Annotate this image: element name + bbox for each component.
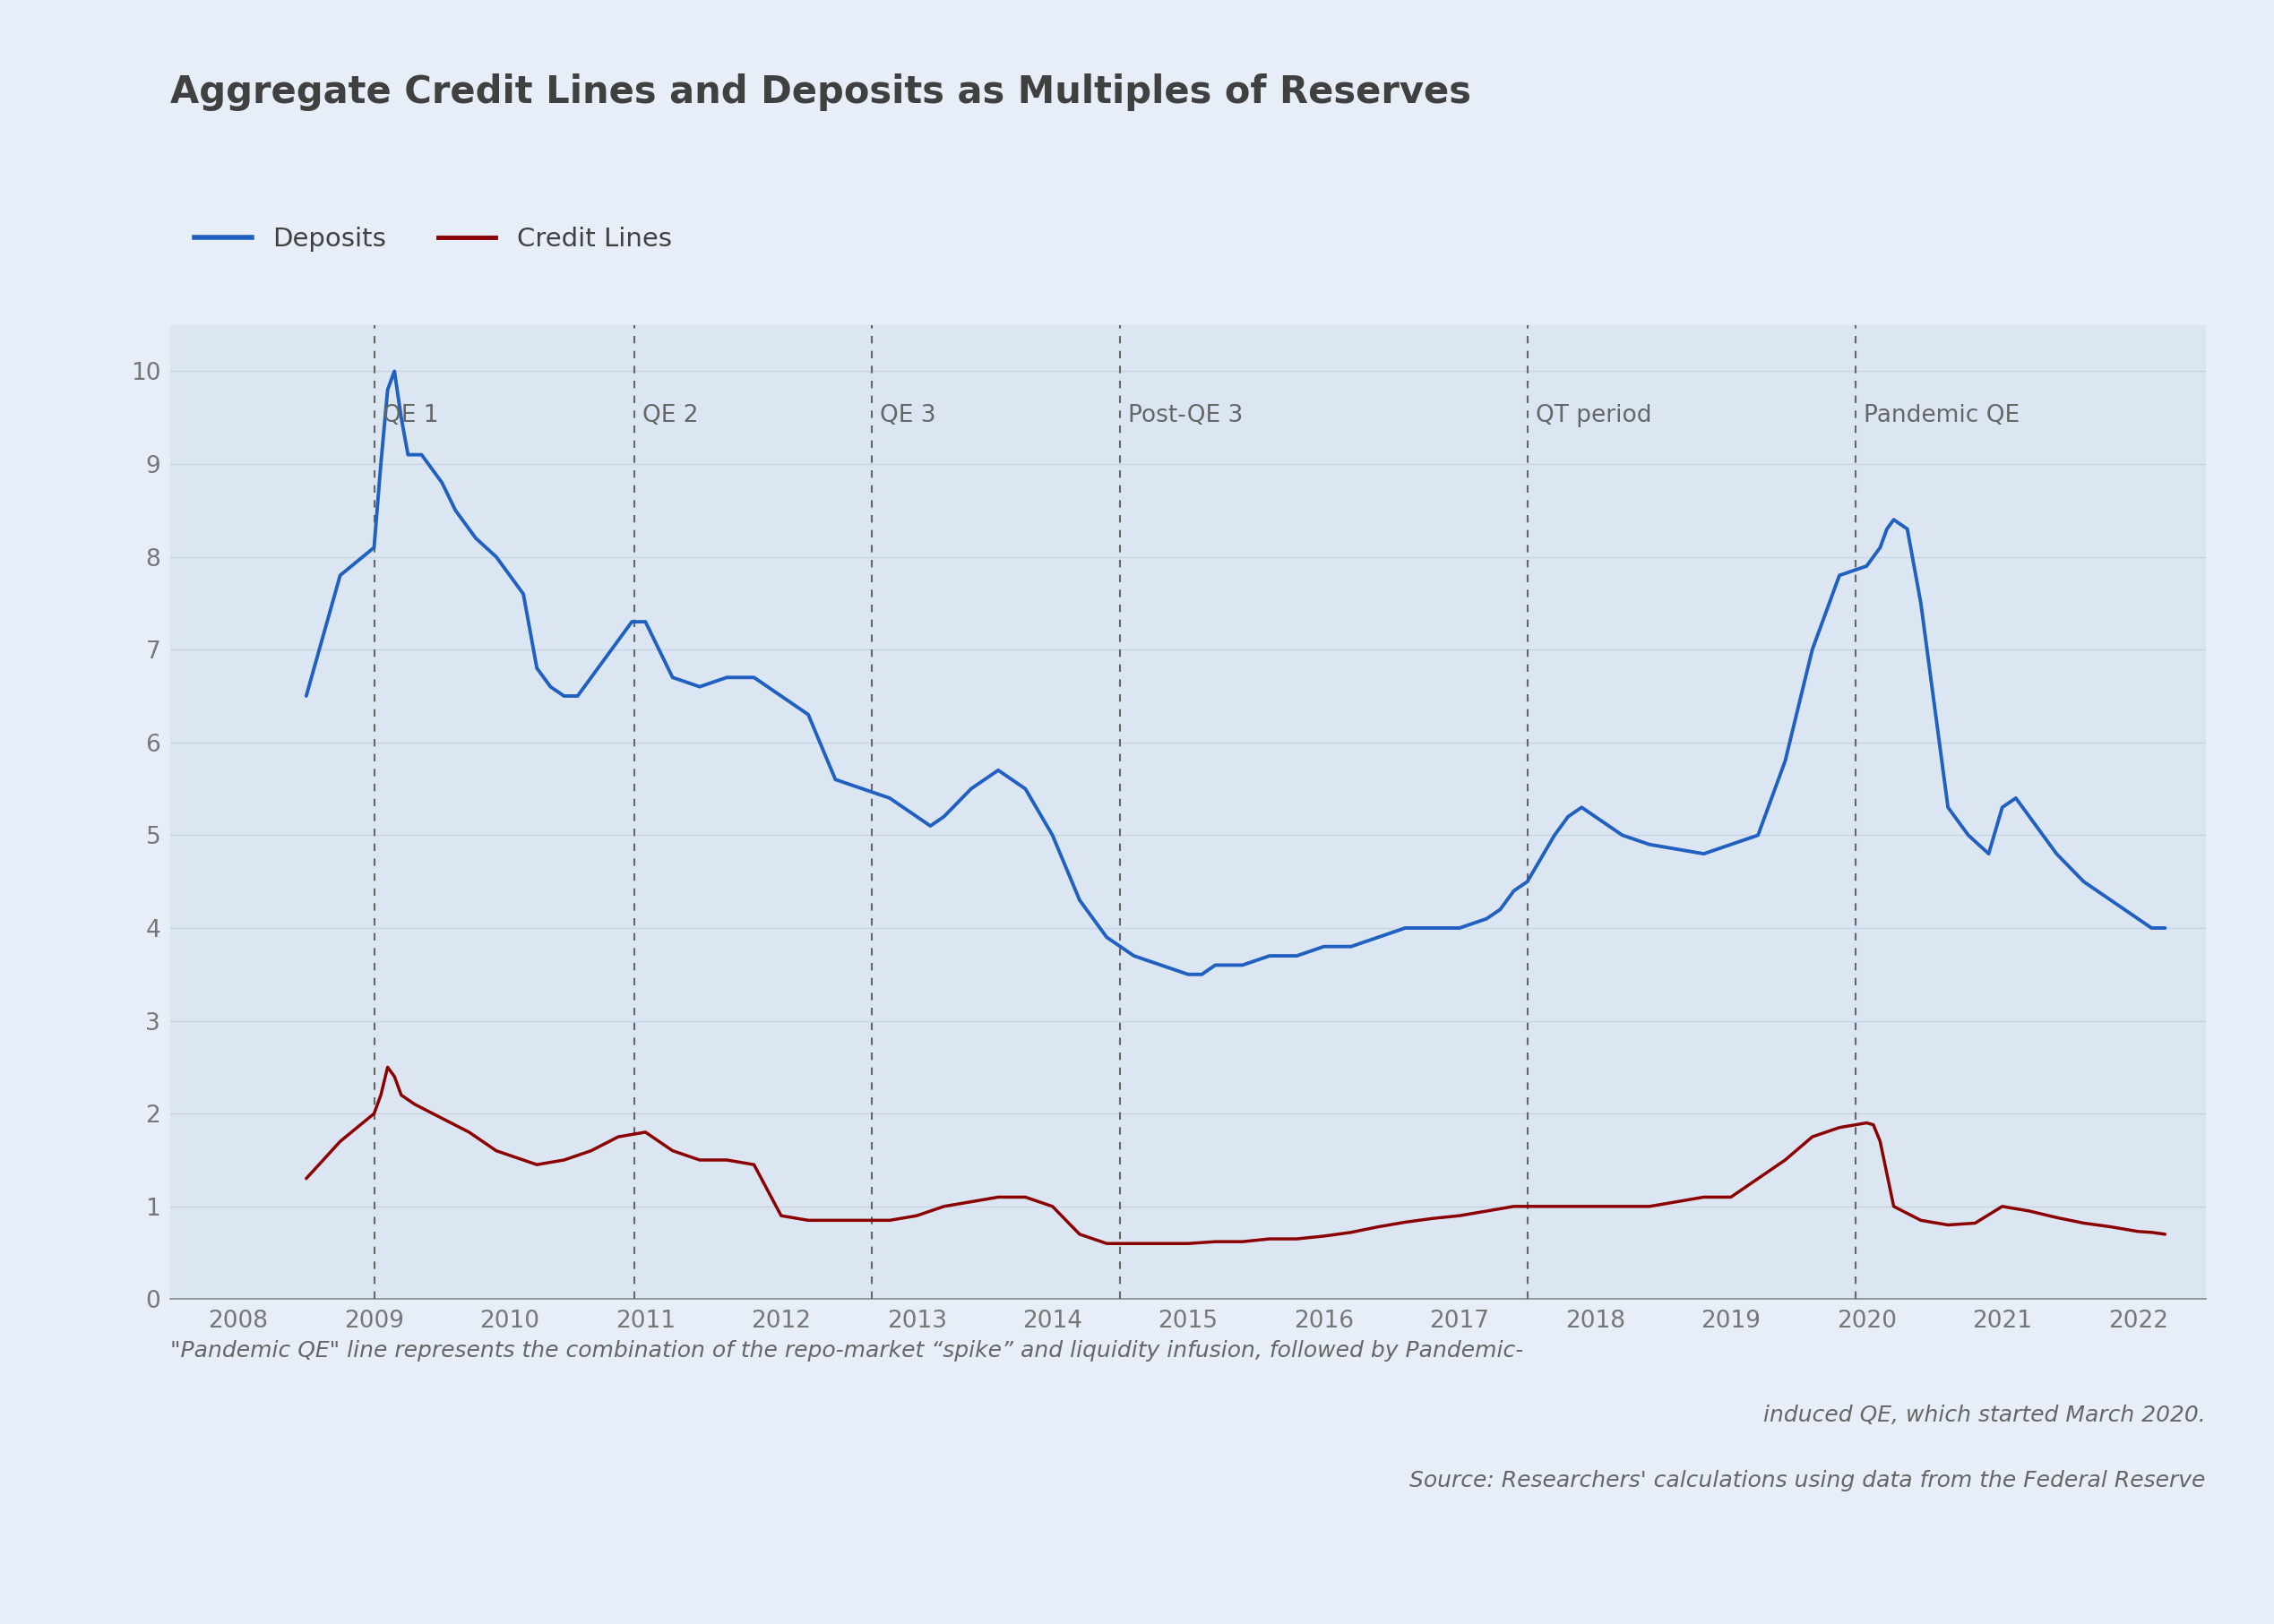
Text: induced QE, which started March 2020.: induced QE, which started March 2020. [1762, 1405, 2206, 1426]
Text: Aggregate Credit Lines and Deposits as Multiples of Reserves: Aggregate Credit Lines and Deposits as M… [171, 73, 1471, 110]
Text: Source: Researchers' calculations using data from the Federal Reserve: Source: Researchers' calculations using … [1410, 1470, 2206, 1491]
Text: QE 3: QE 3 [880, 404, 937, 427]
Text: QE 1: QE 1 [382, 404, 439, 427]
Legend: Deposits, Credit Lines: Deposits, Credit Lines [184, 216, 682, 261]
Text: QE 2: QE 2 [644, 404, 698, 427]
Text: Post-QE 3: Post-QE 3 [1128, 404, 1244, 427]
Text: Pandemic QE: Pandemic QE [1865, 404, 2019, 427]
Text: "Pandemic QE" line represents the combination of the repo-market “spike” and liq: "Pandemic QE" line represents the combin… [171, 1340, 1524, 1361]
Text: QT period: QT period [1535, 404, 1651, 427]
